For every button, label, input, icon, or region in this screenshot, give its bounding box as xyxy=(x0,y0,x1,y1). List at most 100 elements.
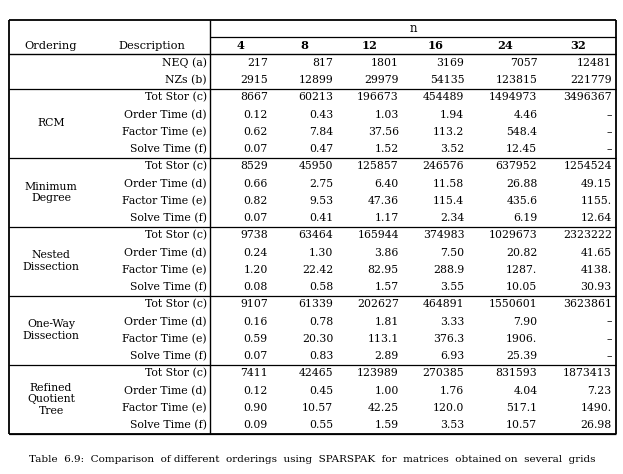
Text: NEQ (a): NEQ (a) xyxy=(162,58,207,68)
Text: 2.34: 2.34 xyxy=(440,213,464,223)
Text: Tot Stor (c): Tot Stor (c) xyxy=(145,368,207,379)
Text: 376.3: 376.3 xyxy=(433,334,464,344)
Text: 8667: 8667 xyxy=(240,92,268,102)
Text: 0.55: 0.55 xyxy=(309,420,333,430)
Text: 7.23: 7.23 xyxy=(587,386,612,396)
Text: Tot Stor (c): Tot Stor (c) xyxy=(145,299,207,310)
Text: 25.39: 25.39 xyxy=(506,351,537,361)
Text: 61339: 61339 xyxy=(298,300,333,310)
Text: 1490.: 1490. xyxy=(581,403,612,413)
Text: 1.76: 1.76 xyxy=(440,386,464,396)
Text: –: – xyxy=(606,351,612,361)
Text: 1287.: 1287. xyxy=(506,265,537,275)
Text: 0.07: 0.07 xyxy=(244,213,268,223)
Text: 12.45: 12.45 xyxy=(506,144,537,154)
Text: 29979: 29979 xyxy=(364,75,399,85)
Text: 9738: 9738 xyxy=(240,230,268,240)
Text: 1.94: 1.94 xyxy=(440,110,464,120)
Text: Solve Time (f): Solve Time (f) xyxy=(130,213,207,223)
Text: 123989: 123989 xyxy=(357,368,399,378)
Text: 113.2: 113.2 xyxy=(433,127,464,137)
Text: 3496367: 3496367 xyxy=(563,92,612,102)
Text: 1.81: 1.81 xyxy=(374,317,399,327)
Text: 0.12: 0.12 xyxy=(244,110,268,120)
Text: 2323222: 2323222 xyxy=(563,230,612,240)
Text: 20.82: 20.82 xyxy=(506,248,537,258)
Text: 12899: 12899 xyxy=(298,75,333,85)
Text: –: – xyxy=(606,334,612,344)
Text: 831593: 831593 xyxy=(495,368,537,378)
Text: 24: 24 xyxy=(497,40,513,51)
Text: 4: 4 xyxy=(237,40,245,51)
Text: 9.53: 9.53 xyxy=(309,196,333,206)
Text: Nested
Dissection: Nested Dissection xyxy=(22,250,80,272)
Text: 1029673: 1029673 xyxy=(488,230,537,240)
Text: Solve Time (f): Solve Time (f) xyxy=(130,144,207,155)
Text: –: – xyxy=(606,127,612,137)
Text: 3169: 3169 xyxy=(437,58,464,68)
Text: 42.25: 42.25 xyxy=(368,403,399,413)
Text: 10.57: 10.57 xyxy=(506,420,537,430)
Text: 1494973: 1494973 xyxy=(489,92,537,102)
Text: 10.57: 10.57 xyxy=(302,403,333,413)
Text: 464891: 464891 xyxy=(423,300,464,310)
Text: Factor Time (e): Factor Time (e) xyxy=(122,403,207,413)
Text: 7411: 7411 xyxy=(240,368,268,378)
Text: 6.19: 6.19 xyxy=(513,213,537,223)
Text: 11.58: 11.58 xyxy=(433,179,464,189)
Text: 1.59: 1.59 xyxy=(374,420,399,430)
Text: 6.40: 6.40 xyxy=(374,179,399,189)
Text: 270385: 270385 xyxy=(422,368,464,378)
Text: 30.93: 30.93 xyxy=(581,282,612,292)
Text: –: – xyxy=(606,144,612,154)
Text: 0.16: 0.16 xyxy=(244,317,268,327)
Text: 113.1: 113.1 xyxy=(368,334,399,344)
Text: 123815: 123815 xyxy=(495,75,537,85)
Text: 1.30: 1.30 xyxy=(309,248,333,258)
Text: 12: 12 xyxy=(362,40,378,51)
Text: 4138.: 4138. xyxy=(581,265,612,275)
Text: Order Time (d): Order Time (d) xyxy=(124,317,207,327)
Text: 7057: 7057 xyxy=(510,58,537,68)
Text: 37.56: 37.56 xyxy=(368,127,399,137)
Text: 202627: 202627 xyxy=(357,300,399,310)
Text: 45950: 45950 xyxy=(299,162,333,172)
Text: 2.89: 2.89 xyxy=(374,351,399,361)
Text: 63464: 63464 xyxy=(298,230,333,240)
Text: 41.65: 41.65 xyxy=(581,248,612,258)
Text: 374983: 374983 xyxy=(423,230,464,240)
Text: Order Time (d): Order Time (d) xyxy=(124,385,207,396)
Text: Order Time (d): Order Time (d) xyxy=(124,109,207,120)
Text: 1.17: 1.17 xyxy=(374,213,399,223)
Text: 60213: 60213 xyxy=(298,92,333,102)
Text: 288.9: 288.9 xyxy=(433,265,464,275)
Text: 0.83: 0.83 xyxy=(309,351,333,361)
Text: 637952: 637952 xyxy=(496,162,537,172)
Text: 0.12: 0.12 xyxy=(244,386,268,396)
Text: Solve Time (f): Solve Time (f) xyxy=(130,351,207,361)
Text: 1155.: 1155. xyxy=(581,196,612,206)
Text: n: n xyxy=(409,22,417,35)
Text: 10.05: 10.05 xyxy=(506,282,537,292)
Text: 82.95: 82.95 xyxy=(368,265,399,275)
Text: Solve Time (f): Solve Time (f) xyxy=(130,420,207,430)
Text: Refined
Quotient
Tree: Refined Quotient Tree xyxy=(27,383,75,416)
Text: Minimum
Degree: Minimum Degree xyxy=(25,182,77,203)
Text: 3.55: 3.55 xyxy=(440,282,464,292)
Text: 54135: 54135 xyxy=(430,75,464,85)
Text: 115.4: 115.4 xyxy=(433,196,464,206)
Text: 0.58: 0.58 xyxy=(309,282,333,292)
Text: Factor Time (e): Factor Time (e) xyxy=(122,127,207,137)
Text: 217: 217 xyxy=(247,58,268,68)
Text: Order Time (d): Order Time (d) xyxy=(124,247,207,258)
Text: 0.45: 0.45 xyxy=(309,386,333,396)
Text: Tot Stor (c): Tot Stor (c) xyxy=(145,92,207,103)
Text: Factor Time (e): Factor Time (e) xyxy=(122,196,207,206)
Text: 9107: 9107 xyxy=(240,300,268,310)
Text: Table  6.9:  Comparison  of different  orderings  using  SPARSPAK  for  matrices: Table 6.9: Comparison of different order… xyxy=(29,455,596,464)
Text: 0.47: 0.47 xyxy=(309,144,333,154)
Text: 0.90: 0.90 xyxy=(244,403,268,413)
Text: 817: 817 xyxy=(312,58,333,68)
Text: 26.98: 26.98 xyxy=(581,420,612,430)
Text: 6.93: 6.93 xyxy=(440,351,464,361)
